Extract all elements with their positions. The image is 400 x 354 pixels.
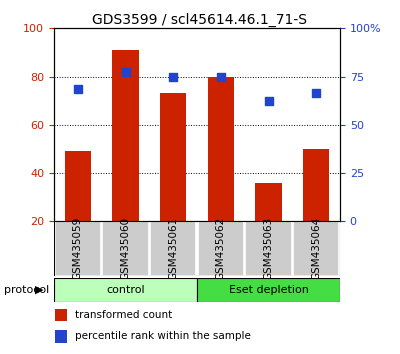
Bar	[255, 183, 282, 221]
Text: percentile rank within the sample: percentile rank within the sample	[76, 331, 251, 341]
Bar	[208, 76, 234, 221]
Text: GSM435060: GSM435060	[120, 217, 130, 280]
Bar	[293, 221, 339, 276]
Point	[265, 98, 272, 103]
Point	[75, 86, 81, 91]
Bar	[303, 149, 329, 221]
Text: Eset depletion: Eset depletion	[228, 285, 308, 295]
Text: GDS3599 / scl45614.46.1_71-S: GDS3599 / scl45614.46.1_71-S	[92, 12, 308, 27]
Point	[218, 74, 224, 79]
Bar	[55, 330, 66, 343]
Bar	[55, 309, 66, 321]
Text: GSM435059: GSM435059	[73, 217, 83, 280]
Bar	[150, 221, 196, 276]
Bar	[160, 93, 186, 221]
Text: transformed count: transformed count	[76, 310, 173, 320]
Bar	[54, 278, 197, 302]
Bar	[112, 50, 139, 221]
Bar	[65, 151, 91, 221]
Point	[170, 74, 176, 79]
Bar	[102, 221, 149, 276]
Point	[122, 69, 129, 75]
Text: GSM435064: GSM435064	[311, 217, 321, 280]
Point	[313, 91, 319, 96]
Text: GSM435061: GSM435061	[168, 217, 178, 280]
Text: protocol: protocol	[4, 285, 49, 295]
Text: control: control	[106, 285, 145, 295]
Text: ▶: ▶	[35, 285, 44, 295]
Bar	[197, 278, 340, 302]
Text: GSM435063: GSM435063	[264, 217, 274, 280]
Bar	[198, 221, 244, 276]
Bar	[55, 221, 101, 276]
Text: GSM435062: GSM435062	[216, 217, 226, 280]
Bar	[245, 221, 292, 276]
